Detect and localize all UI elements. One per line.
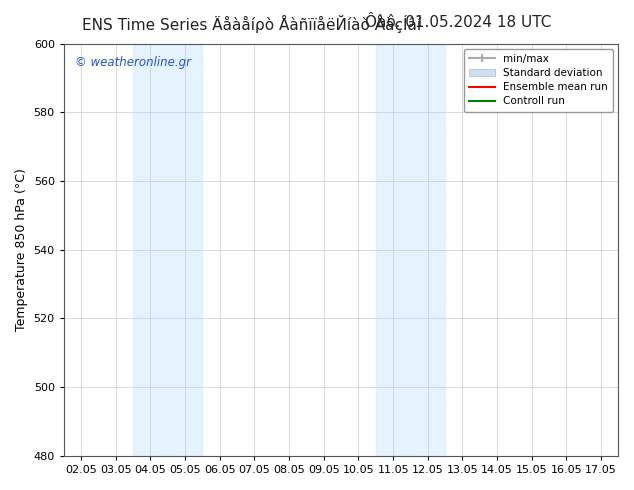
Text: © weatheronline.gr: © weatheronline.gr [75, 56, 191, 69]
Y-axis label: Temperature 850 hPa (°C): Temperature 850 hPa (°C) [15, 168, 28, 331]
Bar [133, 44, 202, 456]
Legend: min/max, Standard deviation, Ensemble mean run, Controll run: min/max, Standard deviation, Ensemble me… [463, 49, 613, 112]
Bar [376, 44, 445, 456]
Text: ENS Time Series Äåàåíρò ÅàñïïåëЙíàò ÅàçÍâí: ENS Time Series Äåàåíρò ÅàñïïåëЙíàò ÅàçÍ… [82, 15, 422, 33]
Text: Ôàô. 01.05.2024 18 UTC: Ôàô. 01.05.2024 18 UTC [365, 15, 552, 30]
